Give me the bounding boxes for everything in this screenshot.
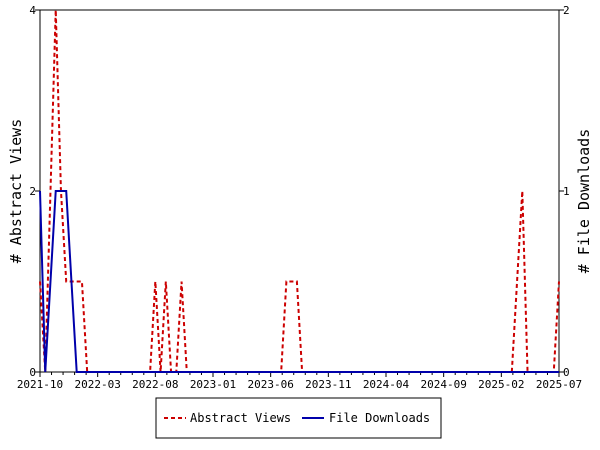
x-tick-label: 2023-01 — [190, 378, 236, 391]
y-left-tick-label: 0 — [29, 366, 36, 379]
y-axis-right: 0 1 2 — [559, 4, 570, 379]
y-axis-left-title: # Abstract Views — [7, 119, 25, 264]
y-axis-right-title: # File Downloads — [575, 129, 593, 274]
y-right-tick-label: 2 — [563, 4, 570, 17]
x-tick-label: 2022-08 — [132, 378, 178, 391]
x-tick-label: 2023-11 — [305, 378, 351, 391]
x-tick-label: 2023-06 — [247, 378, 293, 391]
legend: Abstract Views File Downloads — [155, 397, 442, 439]
x-tick-label: 2025-02 — [478, 378, 524, 391]
y-right-tick-label: 0 — [563, 366, 570, 379]
y-axis-left: 0 2 4 — [29, 4, 40, 379]
x-tick-label: 2024-09 — [420, 378, 466, 391]
series-layer — [39, 9, 560, 373]
x-axis: 2021-10 2022-03 2022-08 2023-01 2023-06 2023-… — [17, 372, 582, 391]
y-left-tick-label: 4 — [29, 4, 36, 17]
series-line-file-downloads — [39, 190, 559, 373]
legend-label-file-downloads: File Downloads — [329, 411, 430, 425]
y-left-tick-label: 2 — [29, 185, 36, 198]
y-right-tick-label: 1 — [563, 185, 570, 198]
x-tick-label: 2021-10 — [17, 378, 63, 391]
x-tick-label: 2025-07 — [536, 378, 582, 391]
legend-box — [155, 397, 442, 439]
x-tick-label: 2024-04 — [363, 378, 410, 391]
legend-label-abstract-views: Abstract Views — [190, 411, 291, 425]
x-tick-label: 2022-03 — [74, 378, 120, 391]
